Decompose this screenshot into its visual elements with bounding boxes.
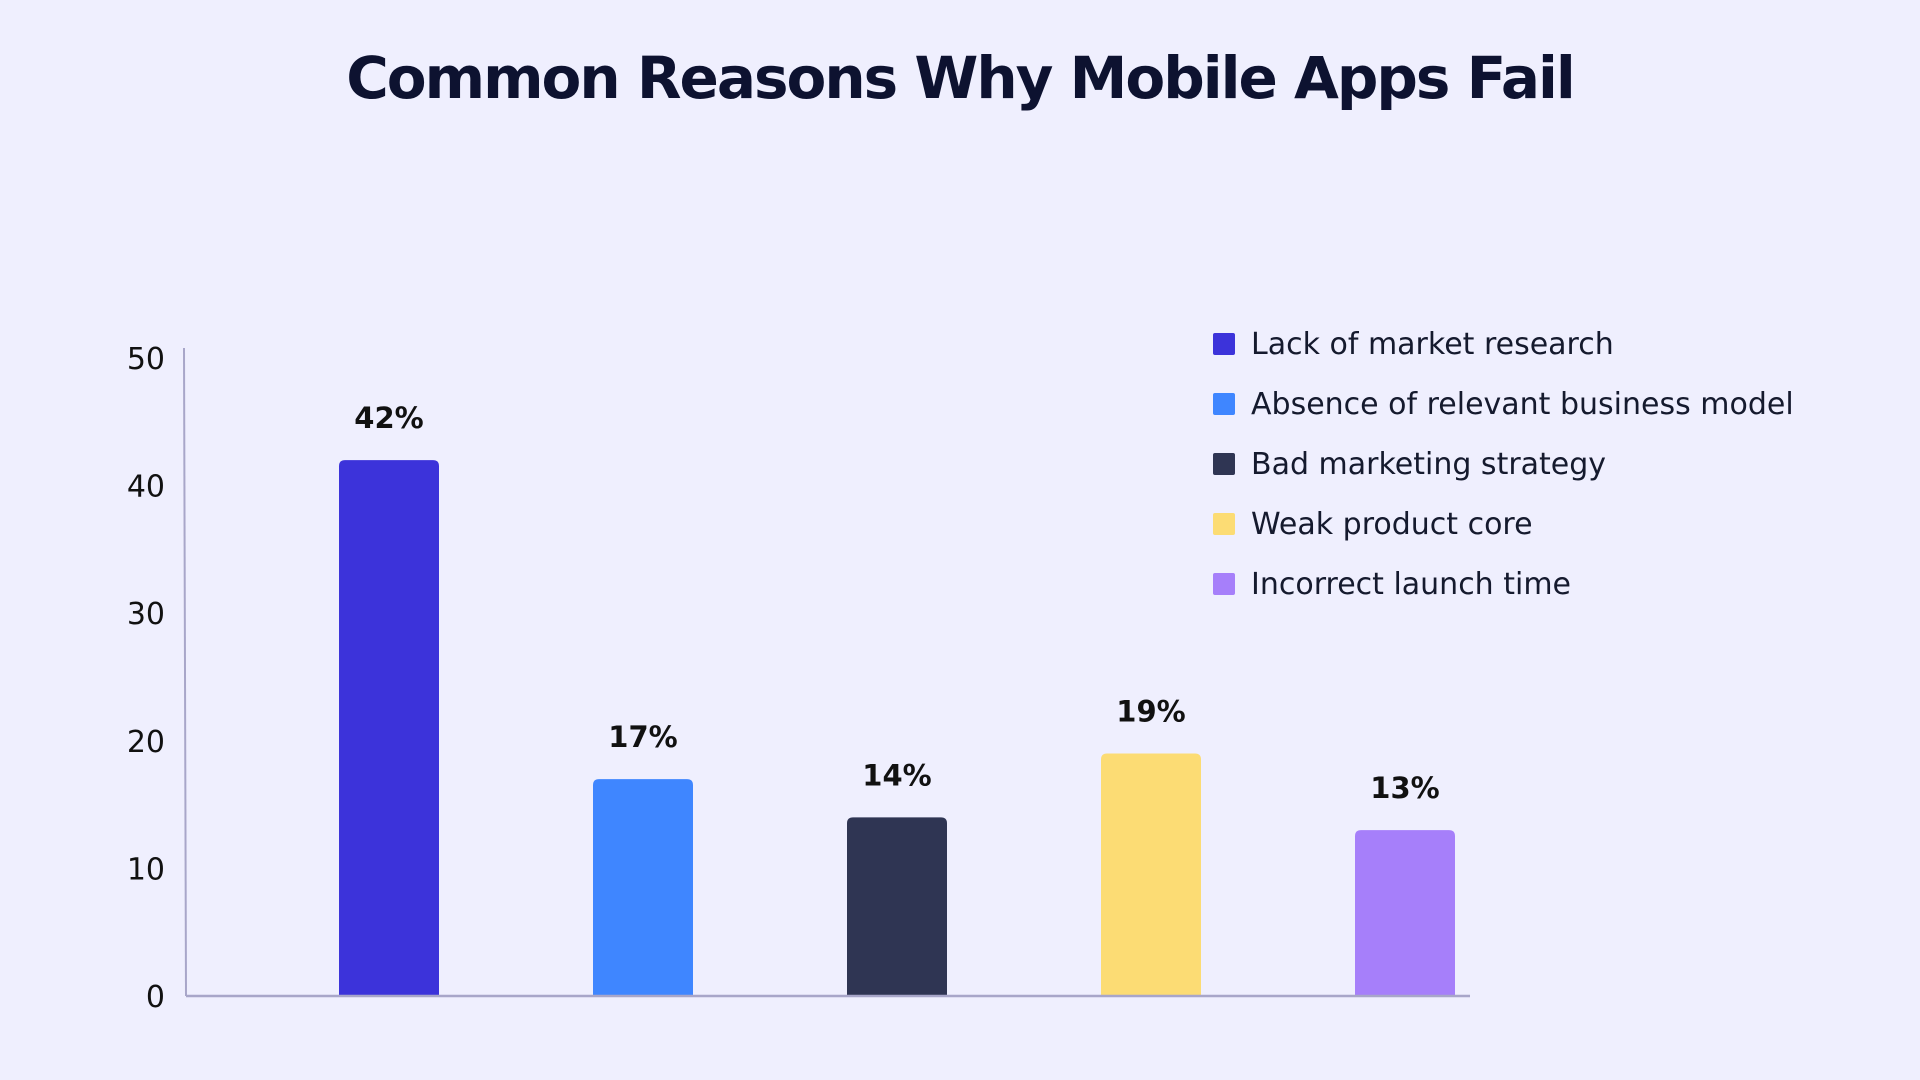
legend-swatch: [1213, 453, 1235, 475]
legend-item: Lack of market research: [1213, 314, 1794, 374]
bar-2: [593, 779, 693, 996]
legend-item: Bad marketing strategy: [1213, 434, 1794, 494]
legend-label: Weak product core: [1251, 506, 1533, 542]
y-tick-label: 10: [127, 852, 165, 887]
legend-swatch: [1213, 393, 1235, 415]
data-labels: 42% 17% 14% 19% 13%: [354, 401, 1439, 805]
bar-3: [847, 817, 947, 996]
bar-4: [1101, 753, 1201, 996]
bar-value-label: 17%: [608, 720, 677, 754]
bar-value-label: 13%: [1370, 771, 1439, 805]
chart-title: Common Reasons Why Mobile Apps Fail: [346, 44, 1576, 112]
legend-label: Lack of market research: [1251, 326, 1614, 362]
y-tick-label: 40: [127, 470, 165, 505]
legend-item: Absence of relevant business model: [1213, 374, 1794, 434]
y-axis-ticks: 0 10 20 30 40 50: [127, 342, 165, 1015]
legend-label: Incorrect launch time: [1251, 566, 1572, 602]
bar-value-label: 19%: [1116, 695, 1185, 729]
y-tick-label: 50: [127, 342, 165, 377]
legend-swatch: [1213, 513, 1235, 535]
legend-item: Incorrect launch time: [1213, 554, 1794, 614]
legend-swatch: [1213, 333, 1235, 355]
legend-label: Bad marketing strategy: [1251, 446, 1607, 482]
bar-value-label: 14%: [862, 758, 931, 792]
bar-value-label: 42%: [354, 401, 423, 435]
y-axis-line: [183, 347, 187, 997]
y-tick-label: 30: [127, 597, 165, 632]
bar-5: [1355, 830, 1455, 996]
legend-swatch: [1213, 573, 1235, 595]
y-tick-label: 20: [127, 725, 165, 760]
bars: [339, 460, 1455, 997]
legend-item: Weak product core: [1213, 494, 1794, 554]
legend-label: Absence of relevant business model: [1251, 386, 1794, 422]
bar-1: [339, 460, 439, 997]
y-tick-label: 0: [146, 980, 165, 1015]
legend: Lack of market research Absence of releva…: [1213, 314, 1794, 614]
